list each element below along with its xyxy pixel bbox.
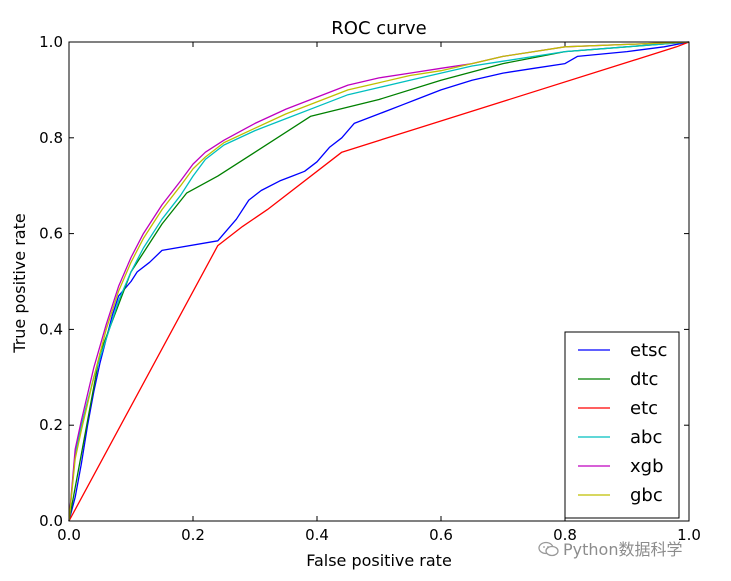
legend-box [564,331,680,519]
series-layer [68,41,690,522]
y-tick-label: 0.2 [39,416,63,434]
x-tick-label: 0.2 [181,526,205,544]
x-tick-label: 1.0 [677,526,701,544]
legend-label-abc: abc [630,427,662,448]
y-tick-label: 0.4 [39,320,63,338]
y-tick-label: 0.0 [39,512,63,530]
chart-title: ROC curve [331,18,426,39]
watermark-text: Python数据科学 [563,540,683,559]
legend-label-gbc: gbc [630,485,663,506]
y-tick-label: 0.8 [39,129,63,147]
x-tick-label: 0.6 [429,526,453,544]
series-line-abc [68,41,690,522]
plot-frame [68,41,690,522]
x-axis-label: False positive rate [306,551,452,570]
legend-label-dtc: dtc [630,369,658,390]
legend-label-etsc: etsc [630,340,667,361]
legend-label-xgb: xgb [630,456,664,477]
y-tick-label: 0.6 [39,225,63,243]
legend-label-etc: etc [630,398,658,419]
x-tick-label: 0.4 [305,526,329,544]
x-tick-label: 0.8 [553,526,577,544]
legend: etsc dtc etc abc xgb gbc [564,331,680,519]
series-line-etc [68,41,690,522]
y-axis-label: True positive rate [10,213,29,353]
wechat-icon [538,541,559,557]
x-tick-label: 0.0 [57,526,81,544]
watermark: Python数据科学 [538,536,682,560]
series-line-gbc [68,41,690,522]
y-tick-label: 1.0 [39,33,63,51]
